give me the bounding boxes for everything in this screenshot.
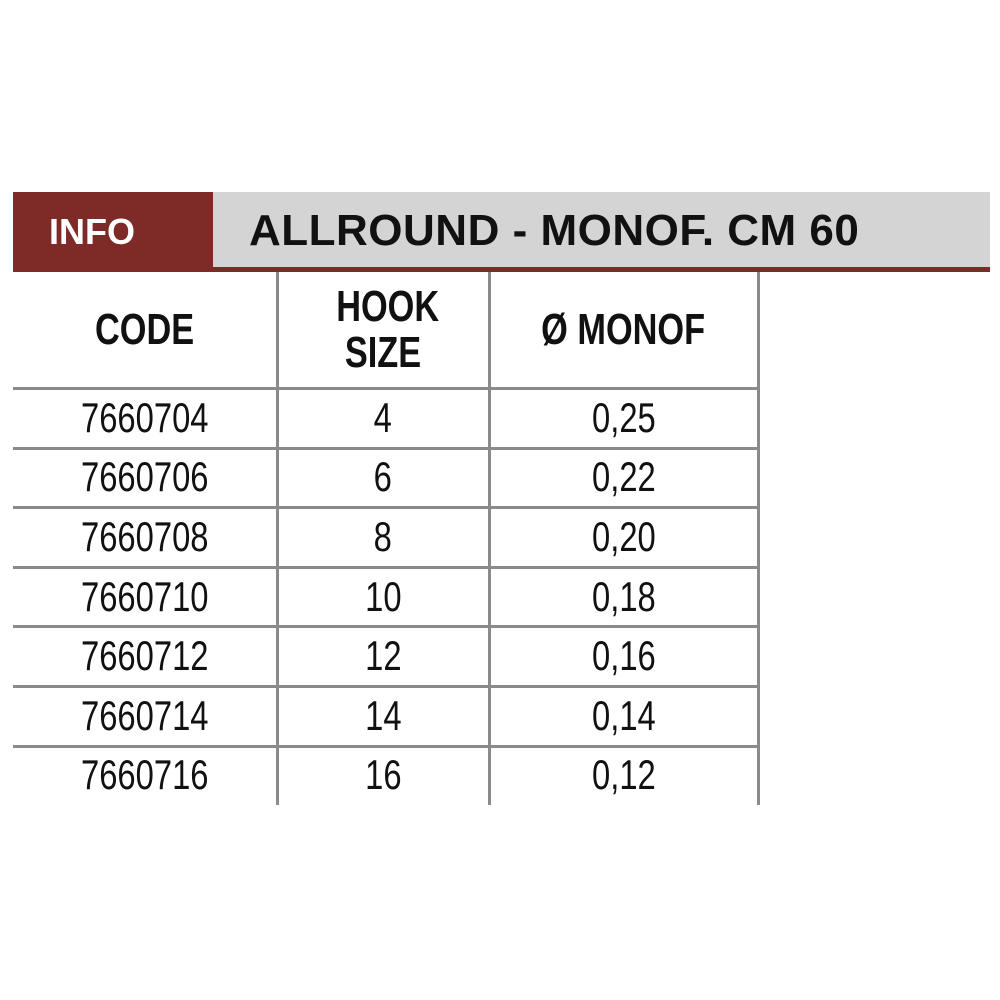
info-label: INFO (13, 192, 213, 272)
cell-text: 4 (373, 393, 393, 441)
cell-code: 7660712 (13, 626, 277, 686)
cell-text: 0,18 (591, 572, 656, 620)
row-divider (13, 744, 760, 748)
cell-text: 6 (373, 453, 393, 501)
cell-hook-size: 16 (277, 746, 489, 806)
row-divider (13, 446, 760, 450)
column-divider (276, 272, 279, 805)
cell-text: 0,16 (591, 632, 656, 680)
cell-monof-diameter: 0,25 (489, 388, 758, 448)
column-divider (757, 272, 760, 805)
cell-monof-diameter: 0,14 (489, 686, 758, 746)
cell-text: 7660716 (81, 751, 209, 799)
cell-text: 12 (364, 632, 402, 680)
cell-hook-size: 10 (277, 567, 489, 627)
cell-code: 7660710 (13, 567, 277, 627)
row-divider (13, 506, 760, 510)
row-divider (13, 387, 760, 390)
cell-monof-diameter: 0,12 (489, 746, 758, 806)
cell-code: 7660708 (13, 507, 277, 567)
column-divider (488, 272, 491, 805)
row-divider (13, 565, 760, 569)
cell-code: 7660706 (13, 448, 277, 508)
column-header-text: HOOK SIZE (336, 282, 440, 377)
cell-text: 0,22 (591, 453, 656, 501)
column-header-text: CODE (95, 305, 195, 354)
cell-text: 8 (373, 512, 393, 560)
cell-text: 0,20 (591, 512, 656, 560)
cell-text: 14 (364, 691, 402, 739)
cell-hook-size: 4 (277, 388, 489, 448)
cell-text: 0,14 (591, 691, 656, 739)
cell-text: 0,25 (591, 393, 656, 441)
cell-text: 16 (364, 751, 402, 799)
cell-hook-size: 6 (277, 448, 489, 508)
cell-monof-diameter: 0,20 (489, 507, 758, 567)
cell-monof-diameter: 0,18 (489, 567, 758, 627)
row-divider (13, 685, 760, 688)
cell-text: 7660710 (81, 572, 209, 620)
cell-text: 7660708 (81, 512, 209, 560)
row-divider (13, 625, 760, 629)
cell-text: 10 (364, 572, 402, 620)
column-header-hook-size: HOOK SIZE (277, 272, 489, 388)
cell-monof-diameter: 0,16 (489, 626, 758, 686)
cell-text: 7660706 (81, 453, 209, 501)
cell-text: 7660714 (81, 691, 209, 739)
column-header-code: CODE (13, 272, 277, 388)
header-bar: INFO ALLROUND - MONOF. CM 60 (13, 192, 990, 272)
cell-code: 7660714 (13, 686, 277, 746)
cell-monof-diameter: 0,22 (489, 448, 758, 508)
column-header-text: Ø MONOF (541, 305, 706, 354)
cell-code: 7660704 (13, 388, 277, 448)
product-title: ALLROUND - MONOF. CM 60 (249, 206, 860, 255)
cell-text: 7660704 (81, 393, 209, 441)
cell-text: 7660712 (81, 632, 209, 680)
cell-text: 0,12 (591, 751, 656, 799)
column-header-monof-diameter: Ø MONOF (489, 272, 758, 388)
cell-hook-size: 12 (277, 626, 489, 686)
cell-hook-size: 8 (277, 507, 489, 567)
cell-code: 7660716 (13, 746, 277, 806)
cell-hook-size: 14 (277, 686, 489, 746)
